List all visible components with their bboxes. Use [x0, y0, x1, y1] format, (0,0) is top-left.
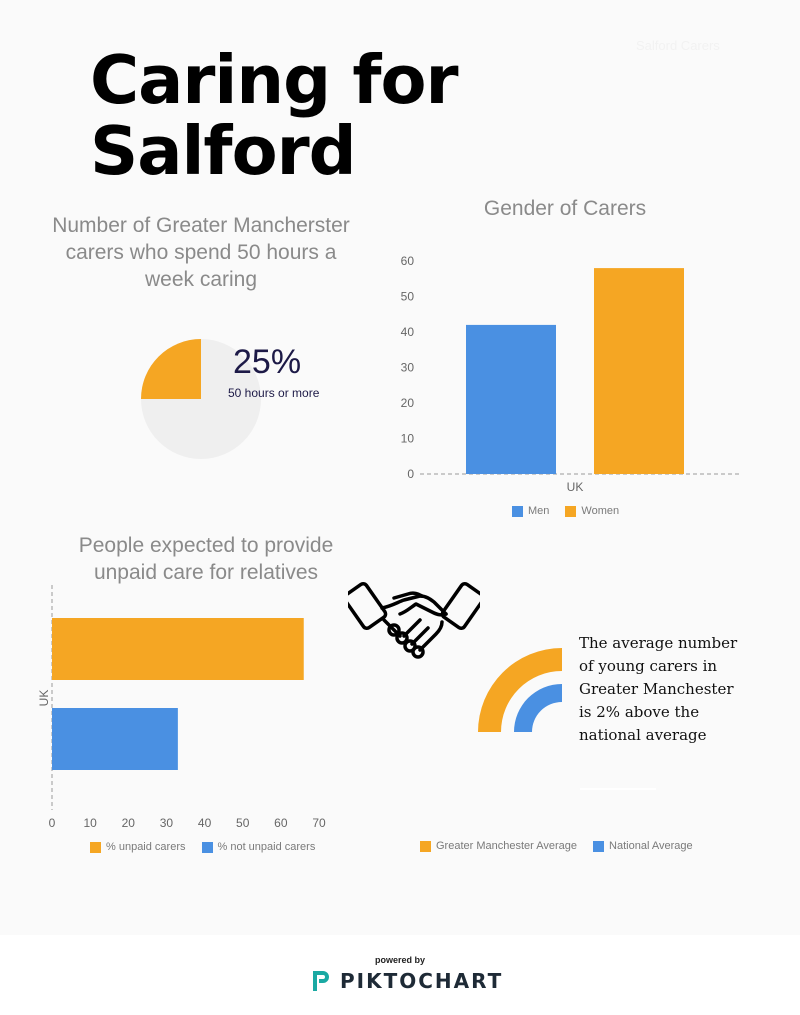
unpaid-bar-chart: UK 0 10 20 30 40 50 60 70: [37, 585, 326, 830]
x-tick-label: 40: [198, 816, 212, 830]
powered-by-label: powered by: [374, 955, 425, 965]
page-title-line-2: Salford: [90, 112, 357, 190]
x-tick-label: 70: [312, 816, 326, 830]
y-tick-label: 0: [407, 467, 414, 481]
pie-sub-label: 50 hours or more: [228, 386, 320, 400]
gender-legend: Men Women: [512, 505, 619, 517]
pie-slice-50-hours: [141, 339, 201, 399]
legend-swatch-men: [512, 505, 523, 517]
bar-unpaid: [52, 618, 304, 680]
y-tick-label: 50: [401, 290, 415, 304]
y-tick-label: 20: [401, 396, 415, 410]
x-tick-label: 50: [236, 816, 250, 830]
legend-label-gm-average: Greater Manchester Average: [436, 840, 578, 852]
legend-item-national-average: National Average: [593, 840, 693, 852]
piktochart-brand[interactable]: PIKTOCHART: [310, 969, 503, 993]
y-tick-label: 30: [401, 361, 415, 375]
y-category-label: UK: [37, 690, 51, 707]
gender-chart-title: Gender of Carers: [483, 197, 647, 220]
bar-women: [594, 268, 684, 474]
pie-percent-label: 25%: [233, 343, 302, 381]
legend-swatch-gm-average: [420, 840, 431, 852]
legend-label-unpaid: % unpaid carers: [106, 841, 186, 853]
legend-item-gm-average: Greater Manchester Average: [420, 840, 577, 852]
legend-swatch-not-unpaid: [201, 841, 213, 853]
legend-item-men: Men: [512, 505, 549, 517]
pie-chart: [141, 339, 261, 459]
divider-line: [580, 788, 656, 790]
page-title-line-1: Caring for: [90, 41, 459, 119]
legend-swatch-national-average: [593, 840, 605, 852]
x-tick-label: 0: [49, 816, 56, 830]
legend-label-national-average: National Average: [609, 840, 693, 852]
radial-bar-gm-average: [478, 648, 562, 732]
radial-bar-national-average: [514, 684, 562, 732]
radial-description: The average number of young carers in Gr…: [579, 634, 738, 744]
bar-men: [466, 324, 556, 474]
unpaid-chart-title: People expected to provide unpaid care f…: [78, 534, 334, 584]
radial-bar-chart: [478, 648, 562, 732]
legend-item-unpaid: % unpaid carers: [90, 841, 186, 853]
legend-item-women: Women: [565, 505, 619, 517]
legend-swatch-unpaid: [90, 841, 101, 853]
legend-label-men: Men: [528, 505, 550, 517]
y-tick-label: 60: [401, 254, 415, 268]
x-tick-label: 60: [274, 816, 288, 830]
unpaid-legend: % unpaid carers % not unpaid carers: [90, 841, 315, 853]
legend-swatch-women: [565, 505, 577, 517]
legend-item-not-unpaid: % not unpaid carers: [201, 841, 316, 853]
x-tick-label: 10: [83, 816, 97, 830]
legend-label-women: Women: [581, 505, 620, 517]
legend-label-not-unpaid: % not unpaid carers: [217, 841, 316, 853]
page-title: Caring for Salford: [90, 41, 459, 190]
pie-chart-title: Number of Greater Mancherster carers who…: [52, 214, 350, 291]
bar-not-unpaid: [52, 708, 178, 770]
y-tick-label: 10: [401, 432, 415, 446]
piktochart-logo-icon: [313, 971, 329, 991]
footer: powered by PIKTOCHART: [0, 935, 800, 1015]
x-tick-label: 20: [122, 816, 136, 830]
handshake-icon: [348, 581, 480, 659]
piktochart-brand-text: PIKTOCHART: [340, 969, 504, 993]
x-tick-label: 30: [160, 816, 174, 830]
corner-tag: Salford Carers: [636, 38, 720, 53]
y-tick-label: 40: [401, 325, 415, 339]
gender-bar-chart: 0 10 20 30 40 50 60 UK: [401, 254, 740, 494]
x-tick-label: UK: [567, 480, 584, 494]
radial-legend: Greater Manchester Average National Aver…: [420, 840, 693, 852]
